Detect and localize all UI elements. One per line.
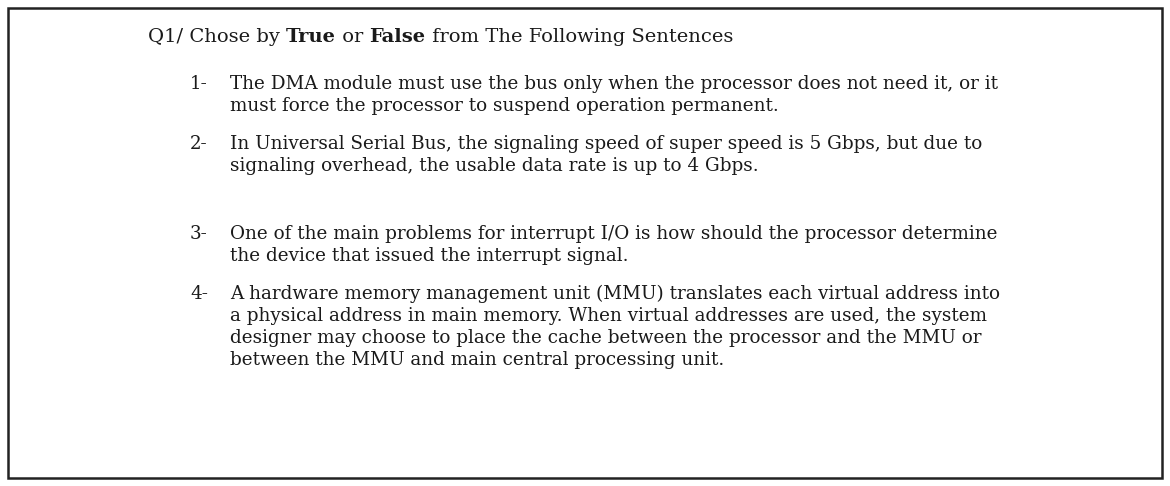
Text: A hardware memory management unit (MMU) translates each virtual address into: A hardware memory management unit (MMU) … — [230, 285, 1000, 303]
Text: Q1/ Chose by: Q1/ Chose by — [147, 28, 287, 46]
Text: the device that issued the interrupt signal.: the device that issued the interrupt sig… — [230, 247, 628, 265]
Text: True: True — [287, 28, 336, 46]
Text: 3-: 3- — [190, 225, 208, 243]
Text: In Universal Serial Bus, the signaling speed of super speed is 5 Gbps, but due t: In Universal Serial Bus, the signaling s… — [230, 135, 983, 153]
Text: between the MMU and main central processing unit.: between the MMU and main central process… — [230, 351, 724, 369]
Text: False: False — [370, 28, 426, 46]
Text: 2-: 2- — [190, 135, 207, 153]
Text: 4-: 4- — [190, 285, 208, 303]
Text: from The Following Sentences: from The Following Sentences — [426, 28, 732, 46]
Text: designer may choose to place the cache between the processor and the MMU or: designer may choose to place the cache b… — [230, 329, 982, 347]
Text: a physical address in main memory. When virtual addresses are used, the system: a physical address in main memory. When … — [230, 307, 987, 325]
Text: signaling overhead, the usable data rate is up to 4 Gbps.: signaling overhead, the usable data rate… — [230, 157, 758, 175]
Text: The DMA module must use the bus only when the processor does not need it, or it: The DMA module must use the bus only whe… — [230, 75, 998, 93]
Text: or: or — [336, 28, 370, 46]
Text: 1-: 1- — [190, 75, 208, 93]
Text: must force the processor to suspend operation permanent.: must force the processor to suspend oper… — [230, 97, 779, 115]
Text: One of the main problems for interrupt I/O is how should the processor determine: One of the main problems for interrupt I… — [230, 225, 998, 243]
